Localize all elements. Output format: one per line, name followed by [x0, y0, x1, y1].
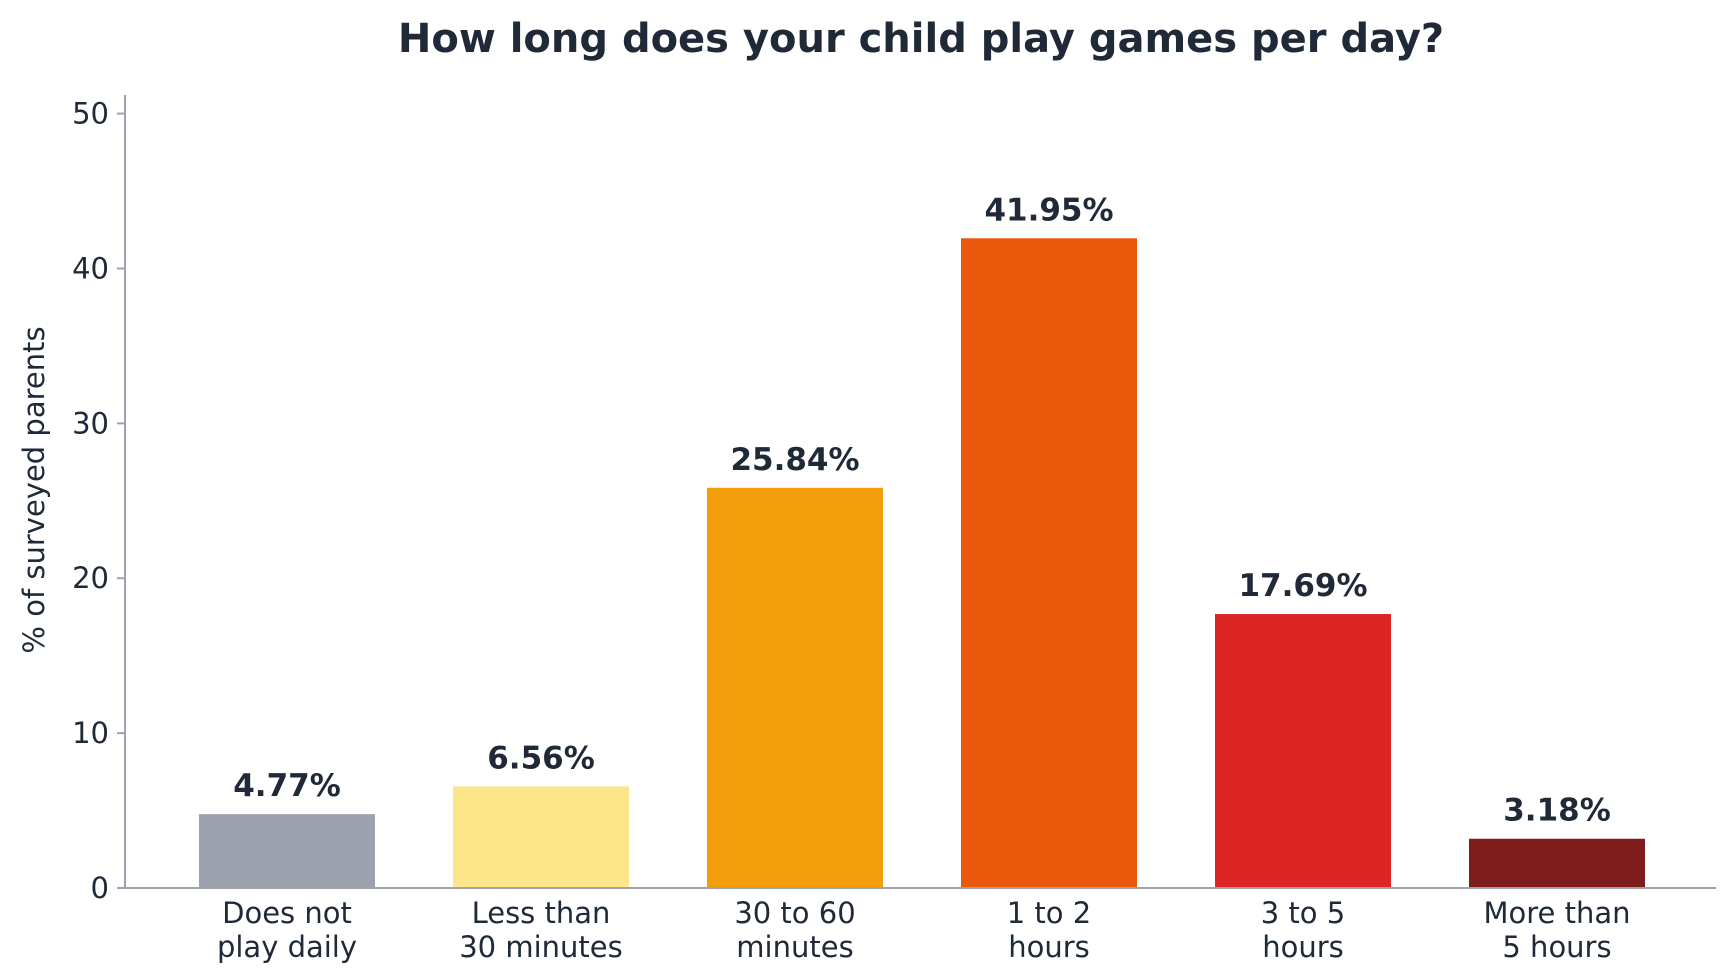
data-label: 6.56%	[487, 740, 595, 776]
bars	[199, 238, 1645, 888]
data-label: 41.95%	[984, 192, 1113, 228]
x-tick-label: 1 to 2 hours	[1007, 896, 1091, 964]
bar	[1469, 838, 1645, 888]
bar	[199, 814, 375, 888]
y-tick-label: 30	[72, 406, 109, 440]
x-tick-label: More than 5 hours	[1483, 896, 1630, 964]
data-label: 4.77%	[233, 768, 341, 804]
data-label: 25.84%	[730, 442, 859, 478]
x-tick-label: Does not play daily	[217, 896, 357, 964]
bar	[453, 786, 629, 888]
y-tick-label: 40	[72, 251, 109, 285]
y-tick-label: 0	[91, 871, 109, 905]
bar	[707, 487, 883, 888]
y-tick-label: 20	[72, 561, 109, 595]
x-tick-label: Less than 30 minutes	[459, 896, 623, 964]
data-label: 17.69%	[1238, 568, 1367, 604]
y-tick-label: 10	[72, 716, 109, 750]
chart-title: How long does your child play games per …	[398, 16, 1444, 62]
bar	[1215, 614, 1391, 888]
bar	[961, 238, 1137, 888]
y-axis-label: % of surveyed parents	[17, 326, 51, 653]
data-label: 3.18%	[1503, 793, 1611, 829]
x-axis-category-labels: Does not play daily Less than 30 minutes 30 …	[217, 896, 1631, 964]
y-tick-label: 50	[72, 97, 109, 131]
x-tick-label: 30 to 60 minutes	[734, 896, 855, 964]
y-axis-ticks: 0 10 20 30 40 50	[72, 97, 125, 905]
x-tick-label: 3 to 5 hours	[1261, 896, 1345, 964]
data-labels: 4.77% 6.56% 25.84% 41.95% 17.69% 3.18%	[233, 192, 1611, 828]
